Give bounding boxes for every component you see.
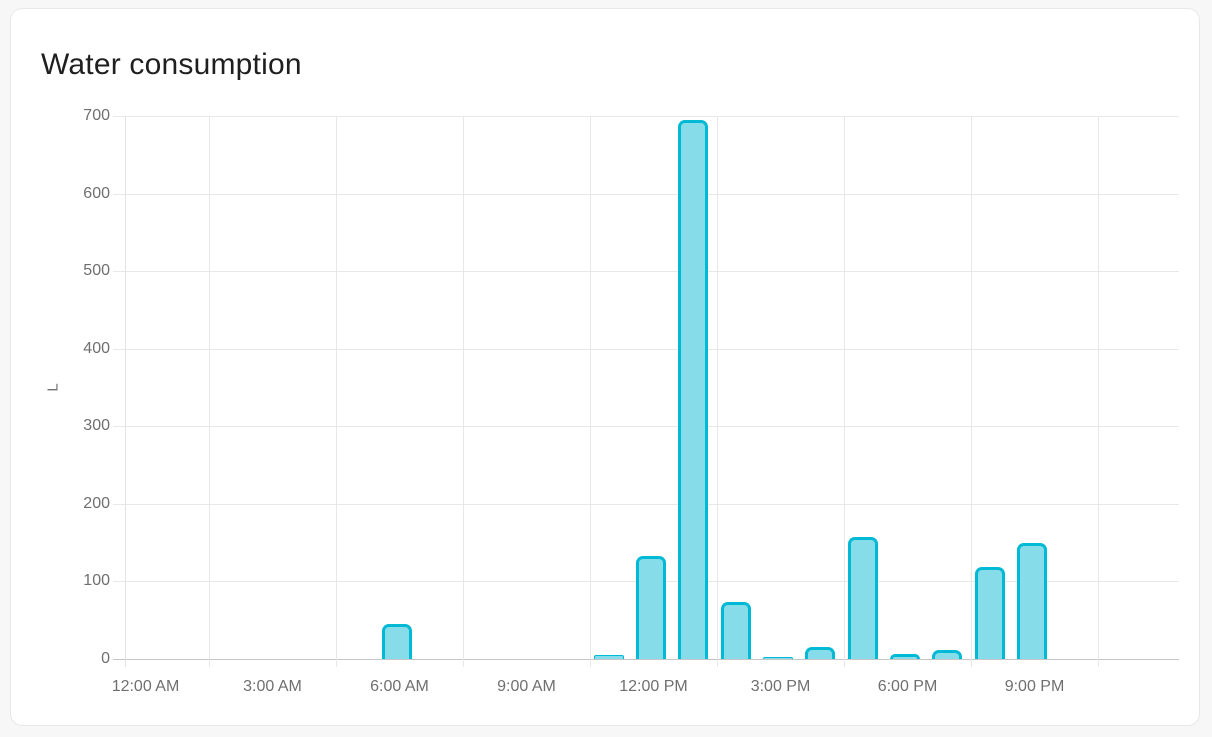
y-tick-label: 300 — [83, 417, 110, 435]
chart-bar-500pm[interactable] — [847, 537, 878, 659]
y-tick-label: 600 — [83, 184, 110, 202]
y-axis-line — [125, 116, 126, 667]
x-gridline — [209, 116, 210, 667]
x-tick-label: 3:00 PM — [750, 678, 811, 695]
x-gridline — [717, 116, 718, 667]
water-consumption-card: Water consumption 0 100 200 300 400 500 600 700… — [10, 8, 1200, 726]
y-gridline — [113, 271, 1179, 273]
x-tick-label: 12:00 AM — [111, 678, 180, 695]
x-axis-line — [113, 659, 1179, 660]
chart-bar-1100am[interactable] — [593, 655, 624, 659]
y-tick-label: 0 — [101, 650, 110, 667]
chart-bar-100pm[interactable] — [678, 119, 709, 659]
y-tick-label: 400 — [83, 339, 110, 357]
chart-bar-600am[interactable] — [381, 624, 412, 659]
chart-bar-300pm[interactable] — [762, 657, 793, 659]
page-title: Water consumption — [41, 48, 302, 81]
x-gridline — [844, 116, 845, 667]
chart-bar-400pm[interactable] — [805, 646, 836, 659]
y-tick-label: 100 — [83, 572, 110, 590]
x-tick-label: 3:00 AM — [243, 678, 302, 695]
chart-bar-800pm[interactable] — [974, 567, 1005, 659]
x-tick-label: 6:00 PM — [877, 678, 938, 695]
y-gridline — [113, 193, 1179, 195]
x-tick-label: 9:00 AM — [497, 678, 556, 695]
x-tick-label: 6:00 AM — [370, 678, 429, 695]
y-axis-title: L — [44, 382, 62, 392]
y-tick-label: 500 — [83, 262, 110, 280]
chart-bar-700pm[interactable] — [932, 650, 963, 659]
y-gridline — [113, 116, 1179, 117]
y-gridline — [113, 426, 1179, 428]
water-consumption-chart[interactable]: 0 100 200 300 400 500 600 700 12:00 AM 3:00 AM 6:0… — [11, 9, 1199, 725]
y-gridline — [113, 503, 1179, 505]
chart-bar-200pm[interactable] — [720, 602, 751, 659]
x-gridline — [336, 116, 337, 667]
y-tick-label: 700 — [83, 107, 110, 124]
x-gridline — [463, 116, 464, 667]
x-gridline — [1098, 116, 1099, 667]
y-gridline — [113, 348, 1179, 350]
chart-bar-1200pm[interactable] — [635, 555, 666, 659]
x-gridline — [590, 116, 591, 667]
x-tick-label: 9:00 PM — [1004, 678, 1065, 695]
x-gridline — [971, 116, 972, 667]
chart-bar-600pm[interactable] — [889, 653, 920, 659]
x-tick-label: 12:00 PM — [619, 678, 688, 695]
y-tick-label: 200 — [83, 494, 110, 512]
chart-bar-900pm[interactable] — [1016, 542, 1047, 659]
